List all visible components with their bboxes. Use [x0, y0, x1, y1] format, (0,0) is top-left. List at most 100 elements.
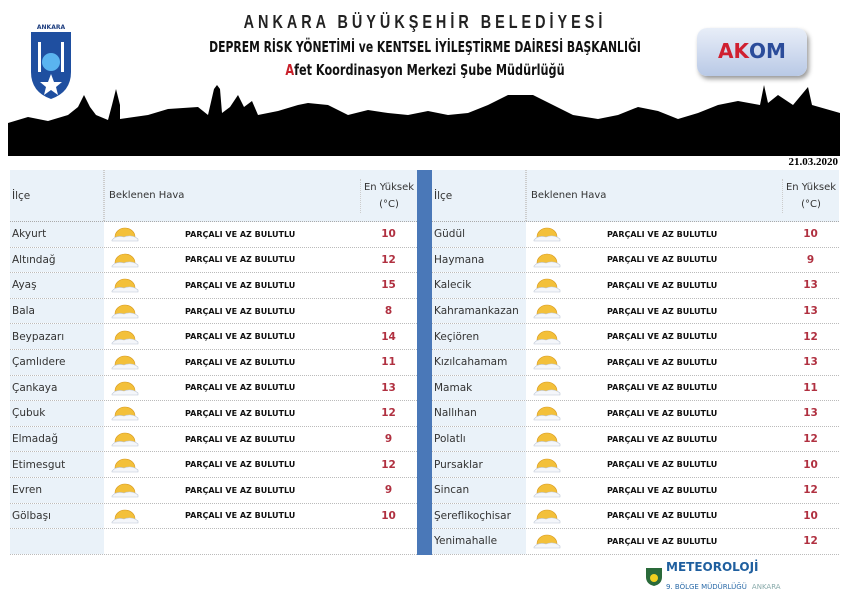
table-row: Yenimahalle PARÇALI VE AZ BULUTLU 12: [432, 529, 839, 555]
district-name: Yenimahalle: [432, 529, 526, 554]
weather-description: PARÇALI VE AZ BULUTLU: [607, 485, 718, 495]
table-row: Akyurt PARÇALI VE AZ BULUTLU 10: [10, 222, 417, 248]
max-temp: 12: [803, 433, 818, 446]
max-temp: 10: [381, 228, 396, 241]
table-row: Haymana PARÇALI VE AZ BULUTLU 9: [432, 247, 839, 274]
district-name: Pursaklar: [432, 452, 526, 477]
column-weather: Beklenen Hava: [526, 170, 782, 221]
partly-cloudy-icon: [533, 253, 560, 268]
district-name: Bala: [10, 298, 104, 324]
max-temp: 9: [806, 253, 815, 266]
max-temp: 13: [803, 356, 818, 369]
table-row: Etimesgut PARÇALI VE AZ BULUTLU 12: [10, 452, 417, 478]
district-name: Çamlıdere: [10, 349, 104, 375]
partly-cloudy-icon: [533, 407, 560, 421]
partly-cloudy-icon: [533, 509, 560, 524]
partly-cloudy-icon: [111, 304, 138, 319]
table-row: Nallıhan PARÇALI VE AZ BULUTLU 13: [432, 401, 839, 427]
weather-description: PARÇALI VE AZ BULUTLU: [185, 229, 296, 239]
title-municipality: ANKARA BÜYÜKŞEHİR BELEDİYESİ: [243, 12, 607, 32]
city-skyline: [8, 85, 840, 156]
table-row: Polatlı PARÇALI VE AZ BULUTLU 12: [432, 426, 839, 453]
table-row: Mamak PARÇALI VE AZ BULUTLU 11: [432, 375, 839, 402]
max-temp: 15: [381, 279, 396, 292]
weather-description: PARÇALI VE AZ BULUTLU: [185, 280, 296, 290]
district-name: Beypazarı: [10, 324, 104, 349]
table-row: Çamlıdere PARÇALI VE AZ BULUTLU 11: [10, 349, 417, 376]
partly-cloudy-icon: [533, 483, 560, 498]
weather-description: PARÇALI VE AZ BULUTLU: [185, 255, 296, 265]
weather-description: PARÇALI VE AZ BULUTLU: [185, 332, 296, 342]
max-temp: 12: [803, 484, 818, 497]
district-name: Kalecik: [432, 273, 526, 298]
weather-description: PARÇALI VE AZ BULUTLU: [607, 434, 718, 444]
table-row: Sincan PARÇALI VE AZ BULUTLU 12: [432, 477, 839, 504]
partly-cloudy-icon: [111, 483, 138, 498]
partly-cloudy-icon: [533, 381, 560, 396]
max-temp: 8: [384, 305, 393, 318]
date: 21.03.2020: [788, 156, 839, 168]
district-name: Çankaya: [10, 375, 104, 401]
table-row: Ayaş PARÇALI VE AZ BULUTLU 15: [10, 273, 417, 299]
district-name: Akyurt: [10, 222, 104, 247]
table-row: Güdül PARÇALI VE AZ BULUTLU 10: [432, 222, 839, 248]
partly-cloudy-icon: [111, 227, 138, 242]
district-name: Haymana: [432, 247, 526, 273]
max-temp: 9: [384, 484, 393, 497]
table-row: Çubuk PARÇALI VE AZ BULUTLU 12: [10, 401, 417, 427]
partly-cloudy-icon: [533, 227, 560, 242]
column-district: İlçe: [432, 170, 526, 221]
district-name: Çubuk: [10, 401, 104, 426]
svg-text:ANKARA: ANKARA: [37, 24, 66, 31]
meteoroloji-logo: METEOROLOJİ 9. BÖLGE MÜDÜRLÜĞÜ ANKARA: [645, 560, 781, 593]
max-temp: 12: [381, 407, 396, 420]
max-temp: 13: [803, 407, 818, 420]
table-row: Pursaklar PARÇALI VE AZ BULUTLU 10: [432, 452, 839, 478]
table-divider: [417, 170, 432, 555]
partly-cloudy-icon: [111, 279, 138, 293]
partly-cloudy-icon: [533, 304, 560, 319]
table-row: Şereflikoçhisar PARÇALI VE AZ BULUTLU 10: [432, 503, 839, 530]
district-name: Etimesgut: [10, 452, 104, 477]
title-branch: Afet Koordinasyon Merkezi Şube Müdürlüğü: [285, 61, 565, 79]
district-name: Evren: [10, 477, 104, 503]
table-row: Elmadağ PARÇALI VE AZ BULUTLU 9: [10, 426, 417, 453]
weather-description: PARÇALI VE AZ BULUTLU: [185, 383, 296, 393]
table-row: Altındağ PARÇALI VE AZ BULUTLU 12: [10, 247, 417, 274]
max-temp: 13: [803, 279, 818, 292]
weather-description: PARÇALI VE AZ BULUTLU: [607, 229, 718, 239]
weather-description: PARÇALI VE AZ BULUTLU: [185, 306, 296, 316]
district-name: Kahramankazan: [432, 298, 526, 324]
weather-description: PARÇALI VE AZ BULUTLU: [607, 280, 718, 290]
partly-cloudy-icon: [533, 330, 560, 344]
partly-cloudy-icon: [533, 458, 560, 472]
weather-description: PARÇALI VE AZ BULUTLU: [185, 485, 296, 495]
partly-cloudy-icon: [111, 407, 138, 421]
district-name: Güdül: [432, 222, 526, 247]
table-header: İlçe Beklenen Hava En Yüksek (°C): [432, 170, 839, 222]
max-temp: 12: [803, 535, 818, 548]
district-name: Sincan: [432, 477, 526, 503]
district-name: Keçiören: [432, 324, 526, 349]
table-row: Kahramankazan PARÇALI VE AZ BULUTLU 13: [432, 298, 839, 325]
district-name: Ayaş: [10, 273, 104, 298]
table-row: Evren PARÇALI VE AZ BULUTLU 9: [10, 477, 417, 504]
weather-description: PARÇALI VE AZ BULUTLU: [607, 460, 718, 470]
max-temp: 9: [384, 433, 393, 446]
partly-cloudy-icon: [111, 355, 138, 370]
table-row: Kalecik PARÇALI VE AZ BULUTLU 13: [432, 273, 839, 299]
weather-description: PARÇALI VE AZ BULUTLU: [607, 511, 718, 521]
max-temp: 10: [381, 509, 396, 522]
partly-cloudy-icon: [533, 535, 560, 549]
partly-cloudy-icon: [111, 432, 138, 447]
weather-description: PARÇALI VE AZ BULUTLU: [607, 536, 718, 546]
district-name: Nallıhan: [432, 401, 526, 426]
weather-description: PARÇALI VE AZ BULUTLU: [185, 460, 296, 470]
weather-description: PARÇALI VE AZ BULUTLU: [185, 408, 296, 418]
table-row: Kızılcahamam PARÇALI VE AZ BULUTLU 13: [432, 349, 839, 376]
weather-description: PARÇALI VE AZ BULUTLU: [607, 306, 718, 316]
district-name: Gölbaşı: [10, 503, 104, 529]
weather-description: PARÇALI VE AZ BULUTLU: [185, 434, 296, 444]
ankara-logo: ANKARA: [31, 24, 71, 99]
title-department: DEPREM RİSK YÖNETİMİ ve KENTSEL İYİLEŞTİ…: [209, 38, 641, 56]
